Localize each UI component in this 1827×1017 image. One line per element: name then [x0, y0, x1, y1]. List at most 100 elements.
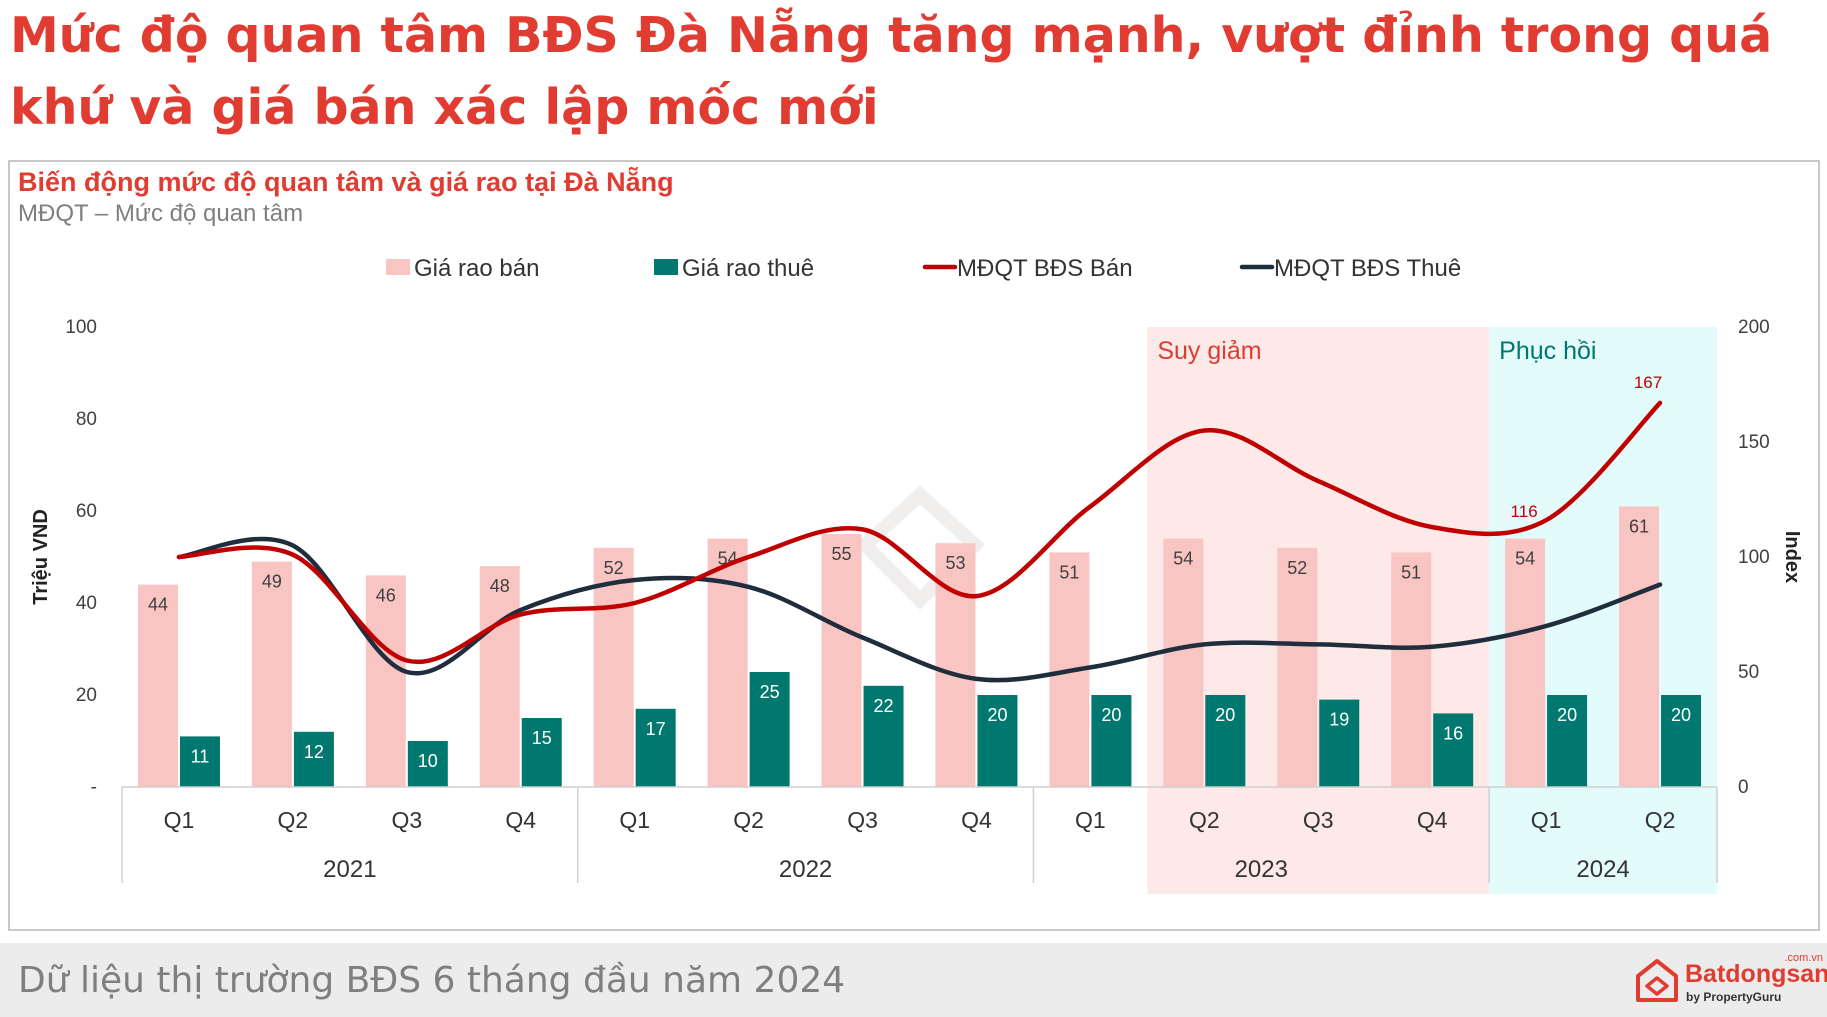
- rent-price-bar: [749, 672, 790, 787]
- rent-price-label: 22: [874, 696, 894, 716]
- rent-price-bar: [1205, 695, 1246, 787]
- y2-axis-label: Index: [1781, 531, 1803, 583]
- x-axis-tick: Q3: [847, 807, 878, 833]
- rent-price-bar: [293, 731, 334, 787]
- rent-price-bar: [977, 695, 1018, 787]
- x-axis-tick: Q4: [505, 807, 536, 833]
- sale-price-label: 44: [148, 595, 168, 615]
- rent-price-label: 16: [1443, 723, 1463, 743]
- rent-price-label: 20: [1215, 705, 1235, 725]
- x-axis-tick: Q4: [961, 807, 992, 833]
- rent-price-label: 25: [760, 682, 780, 702]
- headline: Mức độ quan tâm BĐS Đà Nẵng tăng mạnh, v…: [10, 7, 1773, 136]
- sale-price-label: 54: [1173, 549, 1193, 569]
- annotation-label-2: Phục hồi: [1499, 337, 1596, 365]
- rent-price-label: 11: [191, 746, 210, 766]
- legend-label: MĐQT BĐS Thuê: [1274, 255, 1461, 282]
- year-label: 2021: [323, 856, 376, 883]
- y-axis-tick: 40: [76, 593, 97, 614]
- y2-axis-tick: 0: [1738, 777, 1749, 798]
- annotation-label-1: Suy giảm: [1157, 337, 1261, 365]
- sale-price-bar: [1505, 538, 1546, 787]
- sale-price-label: 49: [262, 572, 282, 592]
- y-axis-tick: 80: [76, 409, 97, 430]
- rent-price-bar: [863, 685, 904, 787]
- year-label: 2022: [779, 856, 832, 883]
- rent-price-label: 20: [1671, 705, 1691, 725]
- rent-price-label: 19: [1329, 710, 1349, 730]
- rent-price-bar: [1661, 695, 1702, 787]
- annotation-band-1: [1147, 327, 1490, 894]
- rent-price-label: 15: [532, 728, 552, 748]
- logo-subtitle: by PropertyGuru: [1686, 990, 1782, 1004]
- legend-label: Giá rao bán: [414, 255, 539, 282]
- rent-price-bar: [521, 718, 562, 787]
- legend-swatch: [386, 259, 410, 275]
- x-axis-tick: Q2: [1645, 807, 1676, 833]
- x-axis-tick: Q2: [1189, 807, 1220, 833]
- rent-interest-line: [176, 536, 1663, 683]
- watermark-logo: [854, 485, 986, 610]
- sale-price-label: 51: [1059, 562, 1079, 582]
- x-axis-tick: Q2: [278, 807, 309, 833]
- sale-price-bar: [1163, 538, 1204, 787]
- y-axis-tick: 100: [65, 317, 97, 338]
- sale-price-label: 48: [490, 576, 510, 596]
- rent-price-label: 20: [987, 705, 1007, 725]
- sale-price-bar: [251, 561, 292, 787]
- sale-price-label: 55: [832, 544, 852, 564]
- sale-price-bar: [707, 538, 748, 787]
- y2-axis-tick: 100: [1738, 547, 1770, 568]
- rent-price-bar: [407, 741, 448, 787]
- x-axis-tick: Q3: [1303, 807, 1334, 833]
- x-axis-tick: Q3: [391, 807, 422, 833]
- sale-price-bar: [365, 575, 406, 787]
- y-axis-tick: 60: [76, 501, 97, 522]
- x-axis-tick: Q1: [164, 807, 195, 833]
- brand-logo: .com.vn Batdongsan by PropertyGuru: [1635, 952, 1827, 1010]
- rent-price-bar: [1091, 695, 1132, 787]
- y2-axis-tick: 200: [1738, 317, 1770, 338]
- rent-price-bar: [635, 708, 676, 787]
- y2-axis-tick: 50: [1738, 662, 1759, 683]
- sale-price-label: 51: [1401, 562, 1421, 582]
- footer-bar: [0, 943, 1827, 1017]
- logo-name: Batdongsan: [1685, 960, 1827, 988]
- sale-price-bar: [821, 534, 862, 787]
- y-axis-tick: 20: [76, 685, 97, 706]
- legend-label: MĐQT BĐS Bán: [957, 255, 1133, 282]
- year-label: 2024: [1576, 856, 1629, 883]
- chart-subtitle: MĐQT – Mức độ quan tâm: [18, 200, 304, 227]
- y2-axis-tick: 150: [1738, 432, 1770, 453]
- legend-label: Giá rao thuê: [682, 255, 814, 282]
- sale-price-label: 52: [604, 558, 624, 578]
- sale-price-bar: [593, 547, 634, 787]
- rent-price-bar: [1433, 713, 1474, 787]
- rent-price-bar: [1319, 699, 1360, 787]
- interest-point-label: 116: [1511, 502, 1538, 521]
- legend-swatch: [654, 259, 678, 275]
- rent-price-label: 12: [304, 742, 324, 762]
- sale-price-label: 61: [1629, 516, 1649, 536]
- x-axis-tick: Q1: [1075, 807, 1106, 833]
- x-axis-tick: Q2: [733, 807, 764, 833]
- sale-price-label: 54: [1515, 549, 1535, 569]
- rent-price-bar: [179, 736, 220, 787]
- sale-price-bar: [935, 543, 976, 787]
- rent-price-bar: [1547, 695, 1588, 787]
- x-axis-tick: Q4: [1417, 807, 1448, 833]
- rent-price-label: 20: [1101, 705, 1121, 725]
- year-label: 2023: [1235, 856, 1288, 883]
- y-axis-tick: -: [91, 777, 97, 798]
- sale-price-bar: [479, 566, 520, 787]
- rent-price-label: 17: [646, 719, 666, 739]
- sale-price-bar: [1619, 506, 1660, 787]
- sale-price-bar: [137, 584, 178, 787]
- y-axis-label: Triệu VND: [30, 509, 52, 605]
- x-axis-tick: Q1: [619, 807, 650, 833]
- logo-domain: .com.vn: [1784, 952, 1823, 964]
- rent-price-label: 10: [418, 751, 438, 771]
- sale-price-label: 52: [1287, 558, 1307, 578]
- sale-price-bar: [1277, 547, 1318, 787]
- interest-point-label: 167: [1634, 373, 1662, 392]
